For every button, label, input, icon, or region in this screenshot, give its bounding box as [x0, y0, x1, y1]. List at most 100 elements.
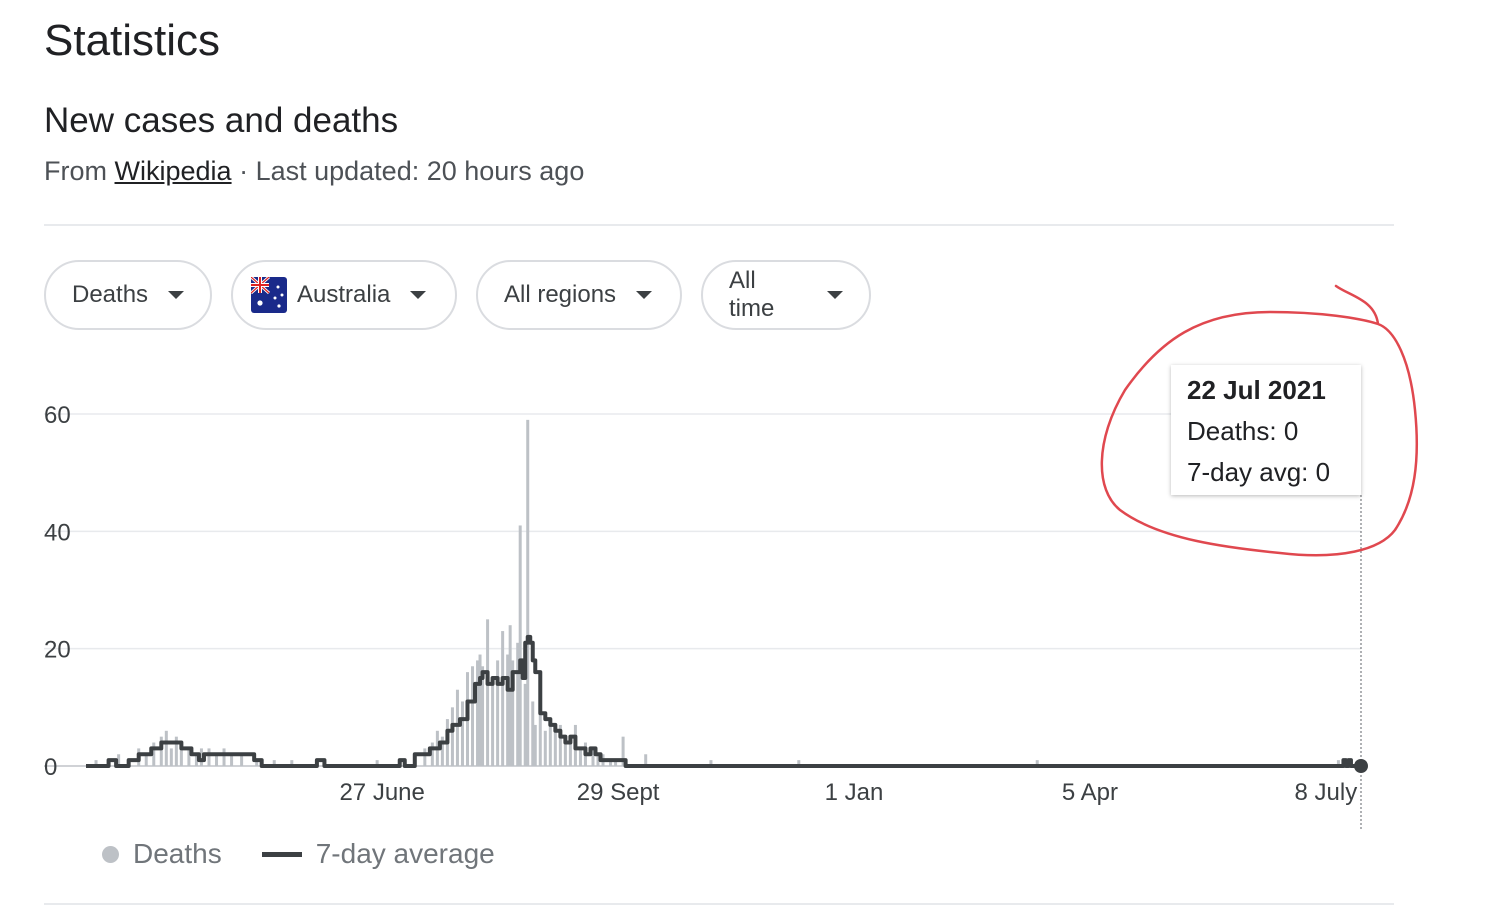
deaths-bar: [481, 666, 485, 766]
deaths-bar: [578, 748, 582, 766]
deaths-bar: [506, 654, 510, 766]
time-range-label: All time: [729, 267, 775, 322]
chevron-down-icon: [410, 291, 427, 299]
deaths-bar: [430, 742, 434, 766]
deaths-bar: [709, 760, 713, 766]
deaths-bar: [230, 754, 234, 766]
tooltip-average: 7-day avg: 0: [1187, 457, 1331, 487]
deaths-bar: [215, 754, 219, 766]
region-label: All regions: [504, 281, 617, 308]
y-tick-label: 40: [44, 519, 71, 546]
y-tick-label: 20: [44, 637, 71, 664]
deaths-bar: [207, 748, 211, 766]
deaths-bar: [538, 713, 542, 766]
source-line: From Wikipedia · Last updated: 20 hours …: [44, 156, 584, 187]
y-tick-label: 60: [44, 402, 71, 429]
chevron-down-icon: [168, 291, 185, 299]
deaths-bar: [375, 760, 379, 766]
deaths-bar: [450, 707, 454, 766]
deaths-bar: [179, 742, 183, 766]
deaths-bar: [1035, 760, 1039, 766]
deaths-bar: [240, 754, 244, 766]
deaths-bar: [478, 654, 482, 766]
x-tick-label: 1 Jan: [825, 779, 884, 806]
deaths-bar: [558, 724, 562, 766]
tooltip-deaths: Deaths: 0: [1187, 416, 1299, 446]
deaths-bar: [511, 660, 515, 766]
region-dropdown[interactable]: All regions: [476, 260, 682, 330]
x-tick-label: 5 Apr: [1062, 779, 1118, 806]
deaths-bar: [169, 748, 173, 766]
deaths-bar: [159, 736, 163, 766]
deaths-bar: [272, 760, 276, 766]
country-dropdown[interactable]: Australia: [231, 260, 457, 330]
y-tick-label: 0: [44, 754, 57, 781]
deaths-bar: [471, 666, 475, 766]
chart-tooltip: 22 Jul 2021 Deaths: 0 7-day avg: 0: [1171, 365, 1361, 495]
deaths-bar: [614, 760, 618, 766]
last-updated: · Last updated: 20 hours ago: [239, 156, 585, 186]
chart-ticks: 27 June 29 Sept 1 Jan 5 Apr 8 July: [339, 779, 1357, 806]
deaths-bar: [518, 525, 522, 766]
top-divider: [44, 224, 1394, 226]
bottom-divider: [44, 903, 1394, 905]
deaths-bar: [222, 748, 226, 766]
deaths-legend-label: Deaths: [133, 838, 222, 869]
page-title: Statistics: [44, 16, 221, 65]
deaths-bar: [460, 701, 464, 766]
chart-legend: Deaths 7-day average: [102, 838, 495, 870]
deaths-bar: [797, 760, 801, 766]
deaths-bar: [194, 754, 198, 766]
deaths-bar: [508, 625, 512, 766]
metric-label: Deaths: [72, 281, 149, 308]
x-tick-label: 29 Sept: [577, 779, 660, 806]
deaths-bar: [455, 689, 459, 766]
deaths-bar: [644, 754, 648, 766]
average-line: [86, 634, 1361, 768]
deaths-bar: [491, 678, 495, 766]
wikipedia-link[interactable]: Wikipedia: [114, 156, 232, 186]
average-legend-label: 7-day average: [315, 838, 495, 869]
section-title: New cases and deaths: [44, 101, 399, 140]
source-prefix: From: [44, 156, 107, 186]
deaths-bar: [501, 631, 505, 766]
tooltip-date: 22 Jul 2021: [1187, 375, 1326, 405]
deaths-legend-swatch: [102, 845, 119, 863]
deaths-bar: [1336, 760, 1340, 766]
deaths-bar: [174, 736, 178, 766]
australia-flag-icon: [251, 277, 287, 313]
deaths-bar: [144, 754, 148, 766]
deaths-bar: [563, 736, 567, 766]
chevron-down-icon: [827, 291, 843, 299]
deaths-bar: [516, 642, 520, 766]
deaths-bars: [94, 419, 1350, 766]
x-tick-label: 27 June: [339, 779, 424, 806]
deaths-bar: [533, 724, 537, 766]
deaths-bar: [609, 760, 613, 766]
chart-grid: 0 20 40 60: [44, 402, 1361, 781]
deaths-bar: [523, 683, 527, 766]
deaths-bar: [568, 742, 572, 766]
deaths-bar: [255, 760, 259, 766]
deaths-bar: [440, 736, 444, 766]
deaths-bar: [621, 736, 625, 766]
deaths-bar: [548, 719, 552, 766]
deaths-bar: [476, 660, 480, 766]
deaths-bar: [199, 748, 203, 766]
deaths-bar: [591, 748, 595, 766]
chevron-down-icon: [636, 291, 653, 299]
deaths-bar: [496, 660, 500, 766]
deaths-bar: [94, 760, 98, 766]
deaths-bar: [152, 742, 156, 766]
metric-dropdown[interactable]: Deaths: [44, 260, 212, 330]
deaths-bar: [526, 419, 530, 766]
country-label: Australia: [297, 281, 391, 308]
average-line-group: [86, 634, 1361, 768]
x-tick-label: 8 July: [1295, 779, 1358, 806]
deaths-bar: [553, 730, 557, 766]
deaths-bar: [543, 730, 547, 766]
deaths-bar: [164, 730, 168, 766]
average-legend-swatch: [261, 851, 302, 857]
time-range-dropdown[interactable]: All time: [701, 260, 871, 330]
